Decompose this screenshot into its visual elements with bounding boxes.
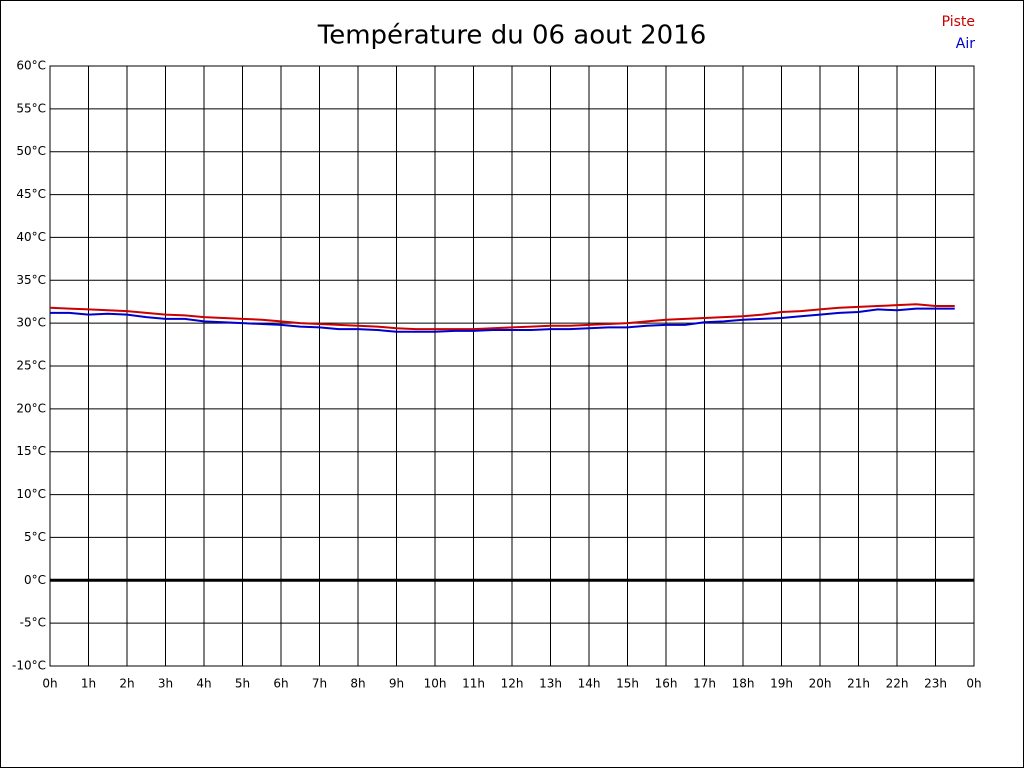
y-tick-label: 0°C: [24, 573, 46, 587]
x-tick-label: 7h: [312, 677, 327, 691]
x-tick-label: 0h: [42, 677, 57, 691]
x-tick-label: 21h: [847, 677, 870, 691]
x-tick-label: 12h: [501, 677, 524, 691]
y-tick-label: -10°C: [12, 659, 46, 673]
x-tick-label: 16h: [655, 677, 678, 691]
y-tick-label: 50°C: [16, 144, 46, 158]
y-tick-label: 55°C: [16, 101, 46, 115]
y-tick-label: 30°C: [16, 316, 46, 330]
legend-entry: Air: [956, 36, 975, 52]
chart-title: Température du 06 aout 2016: [317, 21, 707, 51]
x-tick-label: 11h: [462, 677, 485, 691]
line-series: [49, 303, 955, 331]
y-tick-label: 15°C: [16, 444, 46, 458]
x-tick-label: 5h: [235, 677, 250, 691]
x-tick-label: 18h: [732, 677, 755, 691]
x-tick-label: 10h: [424, 677, 447, 691]
y-tick-label: 60°C: [16, 59, 46, 73]
x-tick-label: 17h: [693, 677, 716, 691]
x-tick-label: 20h: [809, 677, 832, 691]
x-tick-label: 4h: [196, 677, 211, 691]
x-tick-label: 19h: [770, 677, 793, 691]
y-tick-label: 5°C: [24, 530, 46, 544]
x-tick-label: 0h: [966, 677, 981, 691]
legend-entry: Piste: [942, 14, 975, 30]
y-tick-label: 25°C: [16, 359, 46, 373]
x-tick-label: 9h: [389, 677, 404, 691]
x-tick-label: 6h: [273, 677, 288, 691]
x-tick-label: 23h: [924, 677, 947, 691]
y-tick-label: -5°C: [20, 616, 46, 630]
y-tick-label: 20°C: [16, 401, 46, 415]
x-tick-label: 8h: [350, 677, 365, 691]
y-tick-label: 35°C: [16, 273, 46, 287]
x-tick-label: 3h: [158, 677, 173, 691]
x-tick-label: 2h: [119, 677, 134, 691]
line-series: [50, 307, 955, 333]
y-tick-label: 40°C: [16, 230, 46, 244]
x-tick-label: 1h: [81, 677, 96, 691]
x-tick-label: 22h: [886, 677, 909, 691]
x-tick-label: 15h: [616, 677, 639, 691]
x-tick-label: 14h: [578, 677, 601, 691]
x-tick-label: 13h: [539, 677, 562, 691]
y-tick-label: 45°C: [16, 187, 46, 201]
y-tick-label: 10°C: [16, 487, 46, 501]
